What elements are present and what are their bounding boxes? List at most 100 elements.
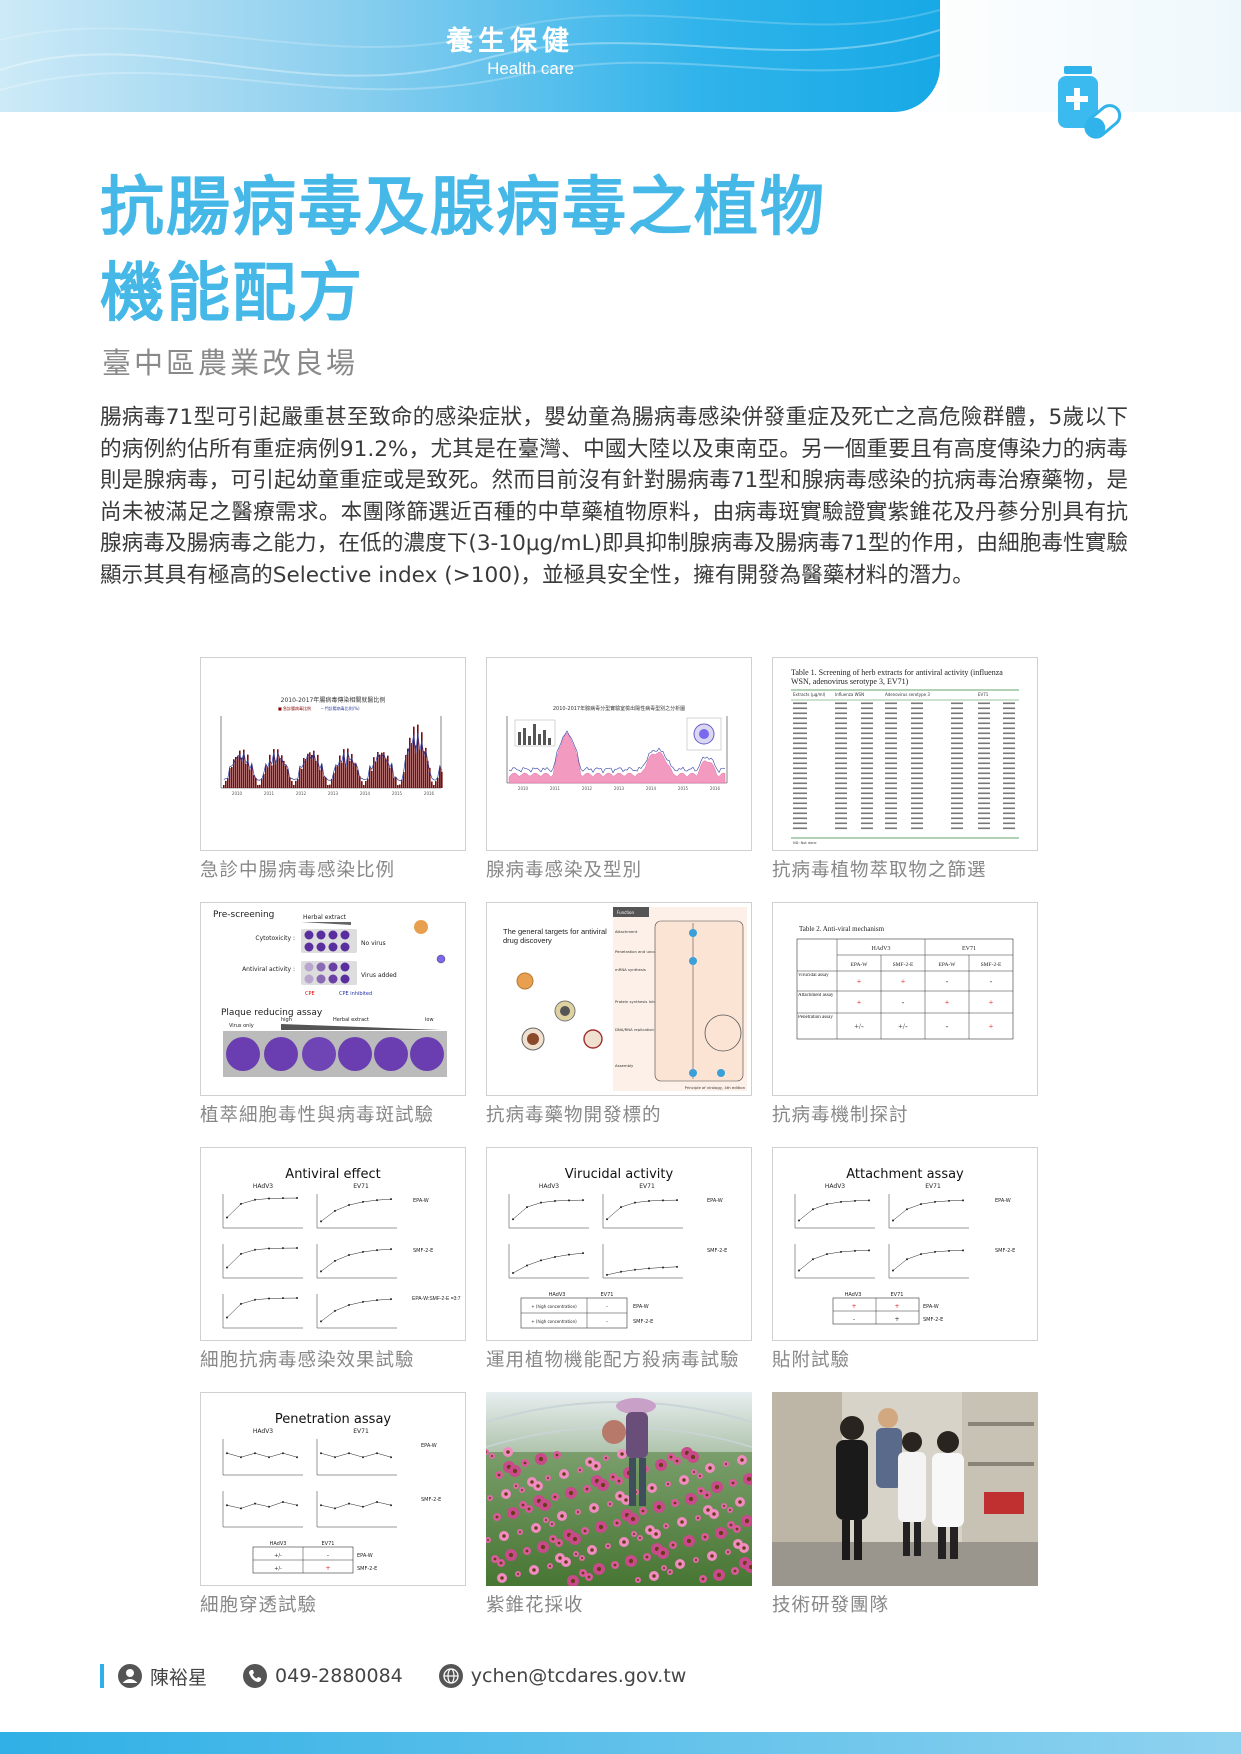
f1-bar: [417, 724, 419, 788]
f3-cell-mark: [1003, 707, 1015, 710]
f3-cell-mark: [1003, 767, 1015, 770]
f3-cell-mark: [835, 752, 847, 755]
f3-cell-mark: [978, 802, 990, 805]
person-4: [932, 1431, 964, 1559]
f1-bar: [231, 767, 233, 788]
f1-bars: [223, 724, 443, 788]
flower-center: [748, 1564, 752, 1570]
f1-bar: [341, 762, 343, 788]
f3-cell-mark: [861, 702, 873, 705]
f8-mini-plots: [508, 1194, 683, 1279]
flower-center: [500, 1576, 504, 1580]
f2-x-tick: 2015: [678, 786, 689, 791]
f3-cell-mark: [793, 737, 807, 740]
f8-td-1-2: SMF-2-E: [633, 1319, 653, 1325]
flower-center: [550, 1522, 554, 1526]
f1-legend-2: ─ 門診腸病毒比例(%): [320, 705, 360, 711]
f3-cell-mark: [835, 712, 847, 715]
f3-cell-mark: [951, 762, 963, 765]
flower-center: [546, 1476, 550, 1480]
flower-center: [600, 1482, 606, 1488]
flower-center: [664, 1524, 668, 1528]
f1-bar: [293, 785, 295, 788]
f3-cell-mark: [978, 767, 990, 770]
flower-center: [705, 1493, 709, 1497]
f6-cell: +: [989, 998, 994, 1007]
mini-plot-line: [892, 1200, 964, 1221]
f3-cell-mark: [951, 747, 963, 750]
figure-ev-emergency: 2010-2017年腸病毒傳染相關就醫比例 ■ 急診腸病毒比例 ─ 門診腸病毒比…: [200, 657, 466, 882]
f1-bar: [263, 773, 265, 788]
flower-center: [726, 1550, 730, 1554]
flower-center: [551, 1537, 555, 1541]
f2-title: 2010-2017年腺病毒分型實驗室檢出陽性病毒型別之分析圖: [553, 705, 685, 712]
mini-plot-point: [512, 1272, 514, 1275]
flower-center: [714, 1484, 720, 1490]
f1-x-tick: 2010: [232, 791, 243, 796]
figure-adenovirus-types: 2010-2017年腺病毒分型實驗室檢出陽性病毒型別之分析圖 2010 2011 2…: [486, 657, 752, 882]
f1-bar: [277, 749, 279, 788]
f6-cell: -: [990, 977, 993, 986]
article-title: 抗腸病毒及腺病毒之植物 機能配方: [100, 165, 1000, 337]
f10-th-1: EV71: [322, 1541, 335, 1547]
flower-center: [710, 1554, 714, 1558]
contact-email-text[interactable]: ychen@tcdares.gov.tw: [470, 1665, 687, 1687]
flower-center: [512, 1468, 518, 1474]
contact-phone-text[interactable]: 049-2880084: [275, 1665, 403, 1687]
f6-cell: +: [857, 998, 862, 1007]
f3-cell-mark: [885, 792, 897, 795]
f1-bar: [343, 749, 345, 788]
flower-center: [680, 1520, 684, 1524]
f10-row-1: SMF-2-E: [421, 1497, 441, 1503]
mini-plot-line: [226, 1297, 298, 1318]
flower-center: [574, 1552, 578, 1556]
f3-cell-mark: [835, 762, 847, 765]
f1-bar: [313, 750, 315, 788]
f1-bar: [289, 777, 291, 788]
f1-bar: [239, 750, 241, 788]
flower-center: [521, 1503, 525, 1507]
contact-phone[interactable]: 049-2880084: [243, 1664, 403, 1688]
f3-cell-mark: [835, 732, 847, 735]
f4-plaque-assay: Plaque reducing assay: [221, 1008, 323, 1018]
f3-cell-mark: [835, 727, 847, 730]
f3-cell-mark: [885, 817, 897, 820]
flower-center: [544, 1518, 548, 1522]
f3-cell-mark: [835, 767, 847, 770]
f1-bar: [395, 777, 397, 788]
flower-center: [699, 1489, 703, 1493]
f3-cell-mark: [951, 782, 963, 785]
contact-email[interactable]: ychen@tcdares.gov.tw: [438, 1664, 687, 1688]
f1-bar: [335, 766, 337, 788]
caption-ev-emergency: 急診中腸病毒感染比例: [200, 860, 396, 881]
mini-plot-line: [512, 1252, 584, 1274]
mini-plot-line: [798, 1200, 870, 1221]
f3-cell-mark: [911, 747, 923, 750]
flower-field: [486, 1447, 752, 1586]
f1-bar: [301, 768, 303, 788]
flower-center: [558, 1556, 562, 1560]
f3-cell-mark: [885, 767, 897, 770]
f3-footnote: ND: Not done: [793, 841, 817, 845]
f3-cell-mark: [861, 762, 873, 765]
f5-virus-illustrations: [516, 972, 603, 1051]
f3-cell-mark: [1003, 812, 1015, 815]
flower-center: [578, 1468, 582, 1472]
flower-center: [499, 1561, 503, 1565]
flower-center: [506, 1450, 510, 1454]
f1-bar: [437, 777, 439, 788]
research-team-photo: [772, 1392, 1038, 1586]
f1-bar: [329, 784, 331, 788]
f3-cell-mark: [978, 737, 990, 740]
f3-cell-mark: [1003, 727, 1015, 730]
f3-cell-mark: [861, 772, 873, 775]
f3-cell-mark: [793, 742, 807, 745]
f3-cell-mark: [1003, 722, 1015, 725]
f1-x-tick: 2014: [360, 791, 371, 796]
f1-bar: [241, 757, 243, 788]
f1-bar: [311, 755, 313, 788]
f3-cell-mark: [1003, 782, 1015, 785]
flower-center: [598, 1524, 604, 1530]
flower-center: [628, 1558, 634, 1564]
f3-cell-mark: [861, 777, 873, 780]
